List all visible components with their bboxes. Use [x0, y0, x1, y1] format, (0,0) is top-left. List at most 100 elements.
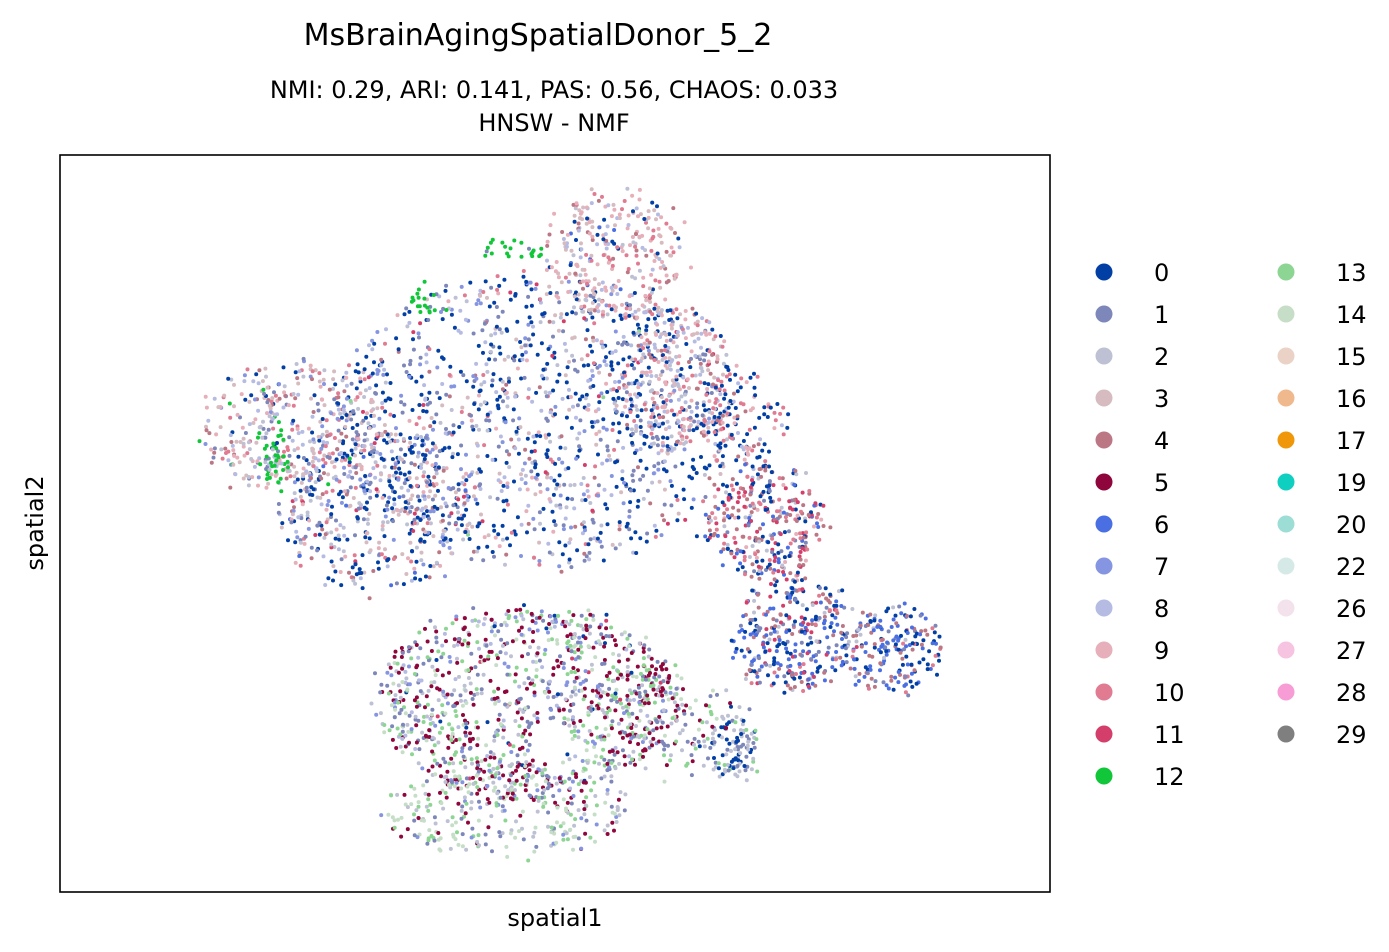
scatter-point	[577, 635, 582, 640]
scatter-point	[817, 593, 822, 598]
scatter-point	[580, 309, 585, 314]
scatter-point	[742, 635, 747, 640]
scatter-point	[893, 642, 898, 647]
scatter-point	[741, 718, 746, 723]
scatter-point	[668, 363, 672, 368]
scatter-point	[429, 712, 434, 717]
scatter-point	[530, 619, 535, 624]
scatter-point	[403, 506, 408, 510]
scatter-point	[428, 618, 433, 623]
scatter-point	[719, 549, 724, 554]
scatter-point	[784, 646, 789, 651]
scatter-point	[417, 630, 422, 635]
scatter-point	[517, 707, 522, 712]
scatter-point	[387, 728, 392, 733]
scatter-point	[642, 217, 647, 221]
scatter-point	[809, 657, 814, 662]
scatter-point	[425, 305, 430, 310]
scatter-point	[806, 677, 811, 682]
scatter-point	[269, 472, 274, 477]
scatter-point	[655, 391, 660, 396]
scatter-point	[637, 641, 642, 646]
scatter-point	[571, 666, 576, 670]
scatter-point	[406, 729, 411, 734]
scatter-point	[463, 765, 468, 770]
scatter-point	[336, 533, 341, 538]
scatter-point	[646, 317, 651, 322]
scatter-point	[519, 254, 524, 259]
scatter-point	[362, 438, 367, 443]
scatter-point	[878, 624, 883, 629]
scatter-point	[207, 431, 212, 436]
scatter-point	[576, 292, 581, 297]
scatter-point	[644, 220, 648, 225]
scatter-point	[715, 458, 720, 463]
scatter-point	[541, 527, 546, 532]
scatter-point	[794, 472, 799, 477]
scatter-point	[519, 613, 524, 618]
scatter-point	[690, 373, 695, 378]
scatter-point	[339, 557, 344, 562]
scatter-point	[301, 472, 306, 477]
scatter-point	[546, 630, 550, 635]
scatter-point	[558, 445, 563, 450]
scatter-point	[586, 494, 591, 499]
scatter-point	[572, 358, 576, 363]
scatter-point	[639, 431, 643, 436]
scatter-point	[347, 460, 352, 465]
scatter-point	[728, 377, 732, 382]
scatter-point	[655, 251, 660, 256]
scatter-point	[375, 330, 380, 334]
scatter-point	[762, 442, 767, 447]
scatter-point	[449, 692, 454, 697]
scatter-point	[433, 461, 438, 466]
scatter-point	[607, 765, 612, 770]
scatter-point	[492, 738, 497, 743]
scatter-point	[489, 342, 494, 347]
scatter-point	[756, 564, 761, 569]
scatter-point	[334, 457, 339, 462]
scatter-point	[525, 748, 530, 753]
scatter-point	[523, 350, 528, 355]
scatter-point	[326, 472, 331, 477]
scatter-point	[704, 392, 709, 397]
scatter-point	[356, 506, 361, 511]
scatter-point	[497, 283, 502, 288]
scatter-point	[589, 662, 594, 667]
scatter-point	[704, 332, 709, 337]
scatter-point	[414, 379, 419, 384]
scatter-point	[475, 743, 480, 748]
scatter-point	[513, 292, 518, 296]
scatter-point	[385, 507, 390, 512]
scatter-point	[478, 301, 483, 306]
scatter-point	[365, 517, 370, 522]
scatter-point	[563, 543, 568, 548]
scatter-point	[490, 457, 495, 462]
scatter-point	[402, 705, 406, 710]
scatter-point	[751, 741, 756, 745]
scatter-point	[578, 719, 583, 723]
scatter-point	[485, 412, 490, 417]
scatter-point	[404, 370, 409, 374]
scatter-point	[718, 464, 723, 469]
scatter-point	[529, 287, 534, 292]
scatter-point	[382, 438, 387, 443]
scatter-point	[599, 755, 604, 760]
scatter-point	[574, 775, 579, 779]
scatter-point	[804, 530, 809, 535]
scatter-point	[607, 686, 612, 691]
scatter-point	[749, 662, 754, 667]
scatter-point	[425, 702, 430, 707]
scatter-point	[565, 641, 570, 645]
scatter-point	[522, 461, 527, 466]
scatter-point	[662, 487, 667, 492]
scatter-point	[380, 390, 385, 395]
scatter-point	[930, 641, 935, 646]
scatter-point	[476, 763, 481, 768]
scatter-point	[325, 503, 330, 507]
scatter-point	[651, 287, 655, 292]
scatter-point	[650, 388, 655, 393]
scatter-point	[902, 647, 907, 652]
scatter-point	[519, 472, 523, 477]
scatter-point	[585, 328, 590, 333]
